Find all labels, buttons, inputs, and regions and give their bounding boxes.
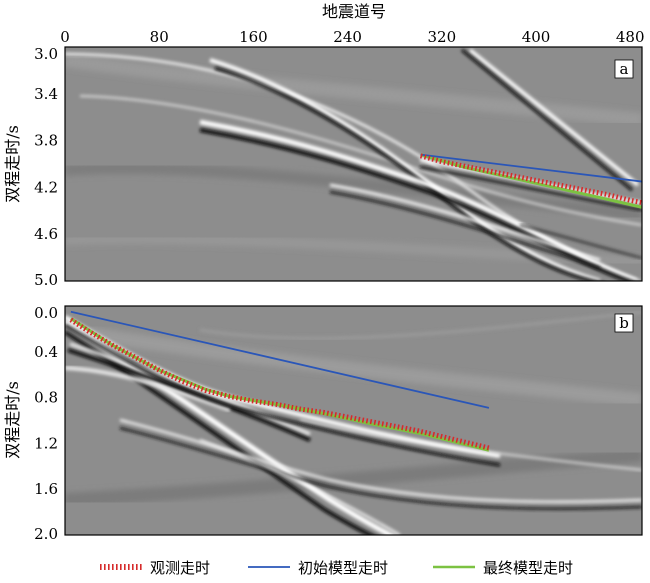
- panel-a-series: [419, 153, 642, 209]
- x-tick-label: 0: [60, 28, 70, 46]
- y-tick-label: 1.2: [34, 434, 58, 452]
- panel-a-seismic: [65, 48, 642, 281]
- panel-b: b 0.0 0.4 0.8 1.2 1.6 2.0: [34, 304, 643, 543]
- legend-label: 观测走时: [150, 559, 210, 577]
- panel-a-label: a: [620, 60, 629, 78]
- y-tick-label: 1.6: [34, 480, 58, 498]
- x-tick-label: 320: [427, 28, 456, 46]
- x-tick-label: 160: [239, 28, 268, 46]
- legend-item: 初始模型走时: [248, 559, 388, 577]
- x-tick-label: 240: [333, 28, 362, 46]
- y-tick-label: 3.8: [34, 132, 58, 150]
- x-tick-labels: 0 80 160 240 320 400 480: [60, 28, 644, 46]
- panel-a-label-box: [614, 59, 634, 79]
- y-tick-label: 4.6: [34, 225, 58, 243]
- x-tick-label: 80: [150, 28, 169, 46]
- panel-b-frame: [64, 305, 643, 536]
- series-initial-line: [70, 310, 490, 409]
- panel-b-y-tick-labels: 0.0 0.4 0.8 1.2 1.6 2.0: [34, 304, 58, 543]
- y-tick-label: 0.4: [34, 343, 58, 361]
- panel-a: a 3.0 3.4 3.8 4.2 4.6 5.0: [34, 45, 643, 289]
- y-tick-label: 3.0: [34, 45, 58, 63]
- panel-b-series: [69, 310, 490, 452]
- legend-label: 最终模型走时: [483, 559, 573, 577]
- panel-b-y-axis-title: 双程走时/s: [3, 381, 22, 459]
- panel-a-y-tick-labels: 3.0 3.4 3.8 4.2 4.6 5.0: [34, 45, 58, 289]
- y-tick-label: 2.0: [34, 525, 58, 543]
- y-tick-label: 4.2: [34, 178, 58, 196]
- panel-a-frame: [64, 46, 643, 282]
- y-tick-label: 0.8: [34, 389, 58, 407]
- y-tick-label: 0.0: [34, 304, 58, 322]
- series-observed-line: [69, 317, 490, 451]
- legend-item: 观测走时: [100, 559, 210, 577]
- x-axis-title: 地震道号: [322, 2, 386, 21]
- legend: 观测走时 初始模型走时 最终模型走时: [100, 559, 573, 577]
- y-tick-label: 3.4: [34, 85, 58, 103]
- panel-b-seismic: [65, 310, 642, 535]
- legend-item: 最终模型走时: [433, 559, 573, 577]
- panel-b-label-box: [614, 313, 634, 333]
- panel-b-label: b: [619, 314, 629, 332]
- legend-label: 初始模型走时: [298, 559, 388, 577]
- x-tick-label: 400: [522, 28, 551, 46]
- series-initial-line: [420, 153, 642, 183]
- y-tick-label: 5.0: [34, 271, 58, 289]
- series-final-line: [420, 153, 642, 209]
- panel-a-y-axis-title: 双程走时/s: [3, 125, 22, 203]
- x-tick-label: 480: [616, 28, 645, 46]
